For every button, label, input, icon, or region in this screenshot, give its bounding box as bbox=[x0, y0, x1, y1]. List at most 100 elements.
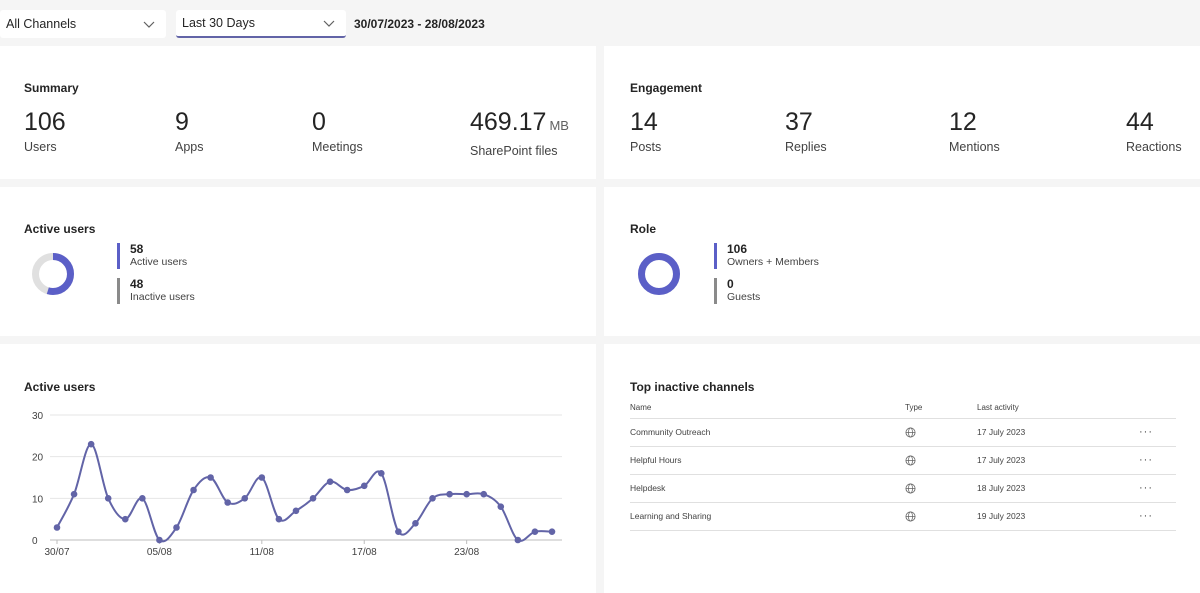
data-point bbox=[463, 490, 470, 498]
channel-dropdown[interactable]: All Channels bbox=[0, 10, 166, 38]
stat-reactions-value: 44 bbox=[1126, 108, 1154, 136]
summary-title: Summary bbox=[24, 81, 79, 95]
more-options-icon[interactable]: ··· bbox=[1139, 502, 1176, 531]
legend-inactive-users: 48 Inactive users bbox=[117, 278, 195, 304]
stat-apps: 9 Apps bbox=[175, 108, 204, 154]
date-range-dropdown[interactable]: Last 30 Days bbox=[176, 10, 346, 38]
channel-type bbox=[905, 502, 977, 531]
table-row[interactable]: Helpful Hours 17 July 2023 ··· bbox=[630, 446, 1176, 475]
chevron-down-icon bbox=[323, 20, 335, 27]
data-point bbox=[173, 524, 180, 531]
data-point bbox=[224, 499, 231, 506]
role-donut bbox=[638, 253, 680, 295]
data-point bbox=[190, 486, 197, 494]
data-point bbox=[292, 507, 300, 515]
table-row[interactable]: Helpdesk 18 July 2023 ··· bbox=[630, 474, 1176, 503]
data-point bbox=[548, 528, 556, 535]
active-users-donut bbox=[32, 253, 74, 295]
col-last-activity-header: Last activity bbox=[977, 398, 1139, 419]
data-point bbox=[497, 503, 505, 510]
channel-type bbox=[905, 474, 977, 503]
channel-last-activity: 18 July 2023 bbox=[977, 474, 1139, 503]
stat-mentions-value: 12 bbox=[949, 108, 977, 136]
data-point bbox=[429, 495, 436, 502]
data-point bbox=[395, 528, 402, 535]
more-options-icon[interactable]: ··· bbox=[1139, 474, 1176, 503]
role-card bbox=[604, 187, 1200, 336]
col-name-header: Name bbox=[630, 398, 905, 419]
data-point bbox=[87, 440, 95, 448]
legend-active-value: 58 bbox=[130, 242, 144, 256]
stat-apps-value: 9 bbox=[175, 108, 189, 136]
engagement-title: Engagement bbox=[630, 81, 703, 95]
globe-icon bbox=[905, 511, 916, 522]
globe-icon bbox=[905, 483, 916, 494]
stat-users: 106 Users bbox=[24, 108, 66, 154]
legend-guests: 0 Guests bbox=[714, 278, 760, 304]
data-point bbox=[121, 515, 129, 523]
data-point bbox=[258, 474, 266, 481]
data-point bbox=[378, 470, 385, 477]
channels-table: Name Type Last activity Community Outrea… bbox=[630, 398, 1176, 531]
data-point bbox=[360, 482, 368, 490]
x-tick-label: 23/08 bbox=[454, 547, 479, 558]
stat-posts-label: Posts bbox=[630, 140, 662, 154]
stat-replies: 37 Replies bbox=[785, 108, 827, 154]
data-point bbox=[412, 520, 419, 527]
stat-posts: 14 Posts bbox=[630, 108, 661, 154]
stat-replies-value: 37 bbox=[785, 108, 813, 136]
data-point bbox=[309, 495, 317, 502]
legend-members-label: Owners + Members bbox=[727, 256, 819, 268]
role-members-arc bbox=[638, 253, 680, 295]
y-tick-label: 0 bbox=[32, 536, 38, 547]
legend-active-label: Active users bbox=[130, 256, 188, 268]
stat-users-label: Users bbox=[24, 140, 57, 154]
stat-files-label: SharePoint files bbox=[470, 144, 558, 158]
data-point bbox=[156, 536, 163, 544]
stat-apps-label: Apps bbox=[175, 140, 204, 154]
active-users-title: Active users bbox=[24, 222, 96, 236]
series-line bbox=[56, 443, 553, 543]
data-point bbox=[53, 524, 61, 531]
more-options-icon[interactable]: ··· bbox=[1139, 418, 1176, 447]
stat-reactions: 44 Reactions bbox=[1126, 108, 1182, 154]
y-tick-label: 10 bbox=[32, 494, 44, 505]
data-point bbox=[207, 474, 214, 481]
channel-name: Helpful Hours bbox=[630, 446, 905, 475]
legend-inactive-label: Inactive users bbox=[130, 291, 195, 303]
data-point bbox=[139, 495, 146, 502]
chevron-down-icon bbox=[143, 21, 155, 28]
channel-type bbox=[905, 446, 977, 475]
y-tick-label: 20 bbox=[32, 453, 44, 464]
legend-guests-label: Guests bbox=[727, 291, 761, 303]
data-point bbox=[446, 490, 453, 498]
more-options-icon[interactable]: ··· bbox=[1139, 446, 1176, 475]
stat-posts-value: 14 bbox=[630, 108, 658, 136]
summary-card bbox=[0, 46, 596, 179]
globe-icon bbox=[905, 427, 916, 438]
channel-last-activity: 17 July 2023 bbox=[977, 418, 1139, 447]
role-title: Role bbox=[630, 222, 657, 236]
stat-mentions-label: Mentions bbox=[949, 140, 1000, 154]
table-row[interactable]: Community Outreach 17 July 2023 ··· bbox=[630, 418, 1176, 447]
top-inactive-title: Top inactive channels bbox=[630, 380, 755, 394]
stat-meetings-value: 0 bbox=[312, 108, 326, 136]
table-row[interactable]: Learning and Sharing 19 July 2023 ··· bbox=[630, 502, 1176, 531]
globe-icon bbox=[905, 455, 916, 466]
data-point bbox=[275, 515, 283, 523]
stat-files-value: 469.17 MB bbox=[470, 108, 569, 140]
y-tick-label: 30 bbox=[32, 411, 44, 422]
legend-members-value: 106 bbox=[727, 242, 748, 256]
stat-meetings: 0 Meetings bbox=[312, 108, 363, 154]
stat-users-value: 106 bbox=[24, 108, 66, 136]
data-point bbox=[326, 478, 334, 485]
data-point bbox=[343, 486, 351, 494]
channel-type bbox=[905, 418, 977, 447]
stat-files: 469.17 MB SharePoint files bbox=[470, 108, 569, 158]
active-users-line-chart: 0 10 20 30 30/07 05/08 11/08 17/08 23/08 bbox=[32, 411, 562, 558]
chart-title: Active users bbox=[24, 380, 96, 394]
x-tick-label: 17/08 bbox=[352, 547, 377, 558]
engagement-card bbox=[604, 46, 1200, 179]
channel-last-activity: 19 July 2023 bbox=[977, 502, 1139, 531]
channel-dropdown-label: All Channels bbox=[6, 17, 77, 31]
